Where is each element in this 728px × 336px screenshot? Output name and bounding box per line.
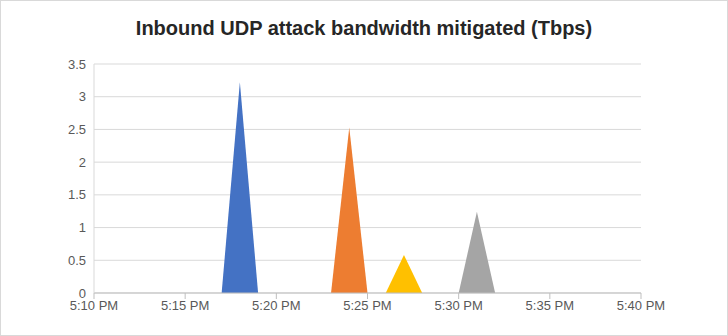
svg-text:5:20 PM: 5:20 PM (252, 298, 300, 313)
svg-text:5:25 PM: 5:25 PM (343, 298, 391, 313)
svg-text:3: 3 (79, 89, 86, 104)
svg-text:3.5: 3.5 (68, 57, 86, 72)
svg-text:1: 1 (79, 220, 86, 235)
html-text:Inbound UDP attack bandwidth m: Inbound UDP attack bandwidth mitigated (… (135, 17, 593, 39)
svg-text:5:10 PM: 5:10 PM (70, 298, 118, 313)
svg-text:1.5: 1.5 (68, 187, 86, 202)
svg-text:5:35 PM: 5:35 PM (526, 298, 574, 313)
svg-text:5:15 PM: 5:15 PM (161, 298, 209, 313)
svg-text:0: 0 (79, 286, 86, 301)
svg-text:2: 2 (79, 155, 86, 170)
svg-text:5:30 PM: 5:30 PM (434, 298, 482, 313)
svg-text:2.5: 2.5 (68, 122, 86, 137)
svg-text:5:40 PM: 5:40 PM (617, 298, 665, 313)
svg-text:0.5: 0.5 (68, 253, 86, 268)
